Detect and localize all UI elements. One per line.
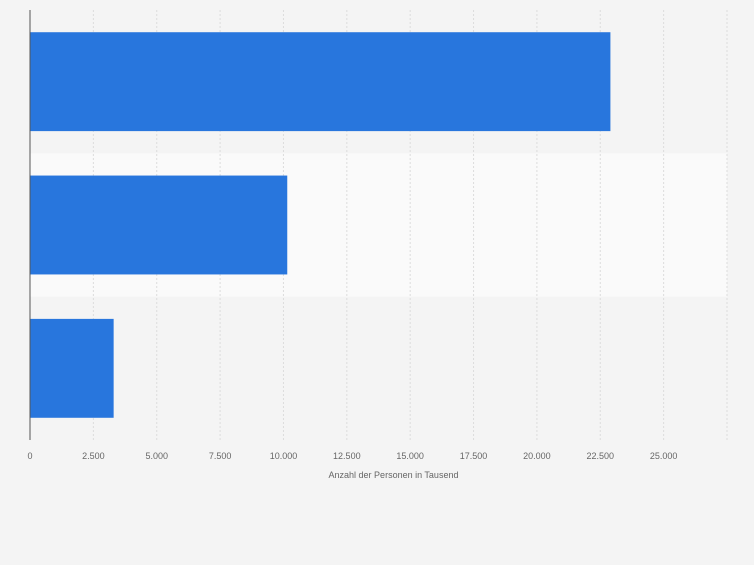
x-tick-label: 17.500 [460,451,488,461]
x-tick-label: 10.000 [270,451,298,461]
x-tick-label: 15.000 [396,451,424,461]
bar [30,32,611,132]
bar [30,318,114,418]
bars [30,32,611,418]
x-tick-label: 12.500 [333,451,361,461]
x-axis-ticks: 0 2.500 5.000 7.500 10.000 12.500 15.000 17.500… [27,451,677,461]
x-tick-label: 5.000 [145,451,168,461]
bar [30,175,288,275]
x-tick-label: 20.000 [523,451,551,461]
x-tick-label: 7.500 [209,451,232,461]
x-tick-label: 25.000 [650,451,678,461]
x-tick-label: 22.500 [587,451,615,461]
x-tick-label: 0 [27,451,32,461]
x-tick-label: 2.500 [82,451,105,461]
x-axis-label: Anzahl der Personen in Tausend [329,470,459,480]
